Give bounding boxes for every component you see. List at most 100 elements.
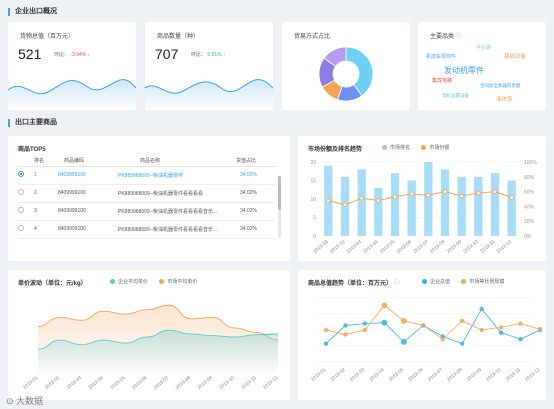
arrow-down-icon: ↓ — [87, 52, 91, 58]
series-point[interactable] — [343, 332, 348, 337]
y-tick-left: 10 — [310, 197, 316, 203]
series-point[interactable] — [498, 325, 504, 330]
share-point[interactable] — [392, 194, 398, 199]
series-point[interactable] — [518, 321, 523, 326]
series-point[interactable] — [459, 318, 465, 324]
series-point[interactable] — [440, 336, 445, 342]
arrow-up-icon: ↑ — [222, 52, 226, 58]
x-tick: 2019-02 — [329, 367, 347, 383]
series-point[interactable] — [323, 327, 329, 333]
share-point[interactable] — [459, 193, 464, 199]
series-point[interactable] — [479, 327, 484, 333]
x-tick: 2019-09 — [196, 375, 214, 391]
legend-item-share[interactable]: 市场份额 — [421, 145, 449, 151]
legend-item-rank[interactable]: 市场排名 — [382, 145, 410, 151]
series-point[interactable] — [381, 319, 388, 326]
x-tick: 2019-02 — [44, 375, 62, 391]
legend-item-company[interactable]: 企业总值 — [422, 279, 450, 285]
bar[interactable] — [440, 169, 450, 236]
radio-button[interactable] — [18, 207, 24, 213]
series-line — [325, 304, 541, 340]
table-header-row: 排名 商品编码 商品名称 货值占比 — [18, 156, 276, 167]
series-point[interactable] — [343, 323, 348, 328]
x-tick: 2019-06 — [131, 375, 149, 391]
word-cloud-item[interactable]: 基础设备 — [504, 54, 527, 60]
share-point[interactable] — [476, 190, 481, 196]
pie-slice[interactable] — [345, 46, 374, 97]
table-row[interactable]: 4 8409999100 PK889988009--柴油机器零件看看看看音乐... 3… — [18, 220, 276, 239]
radio-button[interactable] — [18, 171, 24, 177]
kpi-count-sparkline — [145, 79, 273, 110]
row-radio[interactable] — [18, 184, 34, 203]
bar[interactable] — [357, 169, 366, 236]
ratio-value: 5.61% — [207, 52, 222, 58]
share-line — [328, 191, 512, 206]
share-point[interactable] — [492, 189, 498, 194]
bar[interactable] — [507, 180, 516, 237]
word-cloud-item[interactable]: 伴侣螺 — [476, 45, 492, 51]
bar[interactable] — [424, 162, 433, 236]
row-radio[interactable] — [18, 220, 34, 239]
share-point[interactable] — [442, 189, 448, 194]
bar[interactable] — [474, 176, 483, 236]
row-code: 8409999100 — [56, 166, 112, 185]
legend-item-market[interactable]: 市场平均单价 — [159, 279, 197, 285]
bar[interactable] — [374, 187, 383, 236]
series-point[interactable] — [518, 336, 523, 342]
kpi-card-value: 货物总值（百万元） 521 环比： -3.94% ↓ — [8, 22, 136, 110]
word-cloud-item[interactable]: 机动车零附件 — [426, 54, 457, 60]
series-point[interactable] — [400, 338, 407, 345]
table-scrollbar[interactable] — [278, 176, 281, 238]
table-row[interactable]: 1 8409999100 PK889988009--柴油机器零件 34.02% — [18, 166, 276, 185]
top5-table: 排名 商品编码 商品名称 货值占比 1 8409999100 PK889988009… — [18, 156, 276, 239]
series-point[interactable] — [498, 330, 504, 335]
kpi-count-title: 商品数量（种） — [157, 34, 200, 40]
legend-item-market[interactable]: 市场等比例规模 — [461, 279, 504, 285]
x-tick: 2019-06 — [407, 367, 425, 383]
info-icon[interactable]: ⓘ — [455, 34, 462, 40]
row-radio[interactable] — [18, 202, 34, 221]
row-code: 8409999100 — [56, 184, 112, 203]
total-value-chart: 2019-01 2019-02 2019-03 2019-04 2019-05 2019-… — [310, 297, 543, 383]
share-point[interactable] — [426, 193, 431, 198]
bar[interactable] — [457, 176, 466, 236]
series-point[interactable] — [362, 321, 368, 326]
bar[interactable] — [490, 173, 500, 236]
series-point[interactable] — [479, 306, 484, 312]
ratio-value: -3.94% — [70, 52, 87, 58]
share-point[interactable] — [326, 198, 331, 203]
series-point[interactable] — [362, 327, 368, 333]
table-row[interactable]: 2 8409999100 PK889988009--柴油机器零件看看看看 34.02% — [18, 184, 276, 203]
series-point[interactable] — [459, 341, 465, 346]
series-point[interactable] — [323, 341, 329, 346]
x-tick: 2019-01 — [310, 367, 328, 383]
x-tick: 2019-06 — [396, 239, 414, 255]
word-cloud-item[interactable]: 电机设置设备 — [442, 93, 469, 98]
radio-button[interactable] — [18, 225, 24, 231]
bar[interactable] — [407, 180, 416, 237]
word-cloud-item[interactable]: 液体泵 — [496, 97, 513, 103]
share-point[interactable] — [359, 196, 364, 201]
row-radio[interactable] — [18, 166, 34, 185]
word-cloud-item[interactable]: 发动机零件 — [444, 66, 484, 75]
legend-dot — [382, 145, 387, 151]
table-row[interactable]: 3 8409999100 PK889988009--柴油机器零件看看看看音乐... 3… — [18, 202, 276, 221]
share-point[interactable] — [409, 191, 414, 197]
series-point[interactable] — [537, 326, 543, 332]
share-point[interactable] — [376, 198, 381, 203]
series-point[interactable] — [421, 323, 426, 328]
bar[interactable] — [390, 173, 400, 236]
legend-item-company[interactable]: 企业平均单价 — [110, 279, 148, 285]
pie-slice[interactable] — [323, 46, 347, 67]
info-icon[interactable]: ⓘ — [393, 281, 400, 287]
share-point[interactable] — [509, 195, 514, 200]
series-point[interactable] — [400, 317, 407, 324]
word-cloud-item[interactable]: 集成电路 — [432, 78, 453, 84]
x-tick: 2019-01 — [312, 239, 330, 255]
radio-button[interactable] — [18, 189, 24, 195]
word-cloud-item[interactable]: 合同加全氧器的泵酸 — [480, 83, 521, 88]
legend-label: 市场平均单价 — [167, 279, 198, 285]
scrollbar-thumb[interactable] — [278, 176, 281, 210]
share-point[interactable] — [342, 202, 348, 208]
series-point[interactable] — [381, 302, 388, 309]
